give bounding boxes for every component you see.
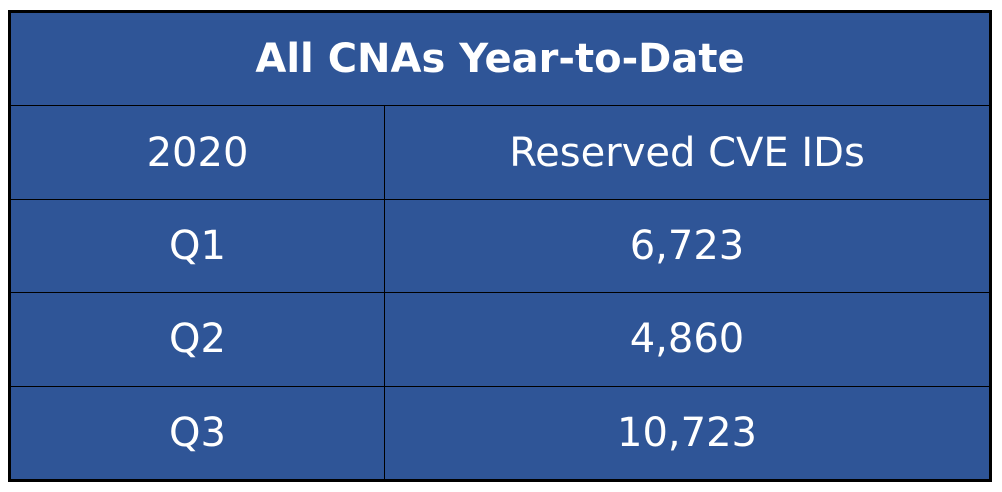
value-cell: 6,723 <box>384 198 990 294</box>
quarter-cell: Q3 <box>10 385 385 481</box>
table-row: Q2 4,860 <box>10 292 990 387</box>
cve-table: All CNAs Year-to-Date 2020 Reserved CVE … <box>8 10 992 482</box>
header-year: 2020 <box>10 105 385 200</box>
quarter-cell: Q1 <box>10 198 385 294</box>
table-row: Q3 10,723 <box>10 385 990 481</box>
quarter-cell: Q2 <box>10 292 385 387</box>
value-cell: 10,723 <box>384 385 990 481</box>
header-reserved-cve-ids: Reserved CVE IDs <box>384 105 990 200</box>
title-row: All CNAs Year-to-Date <box>10 11 990 107</box>
header-row: 2020 Reserved CVE IDs <box>10 105 990 200</box>
cve-stats-table: All CNAs Year-to-Date 2020 Reserved CVE … <box>10 11 990 481</box>
table-row: Q1 6,723 <box>10 198 990 294</box>
table-title: All CNAs Year-to-Date <box>10 11 990 107</box>
value-cell: 4,860 <box>384 292 990 387</box>
